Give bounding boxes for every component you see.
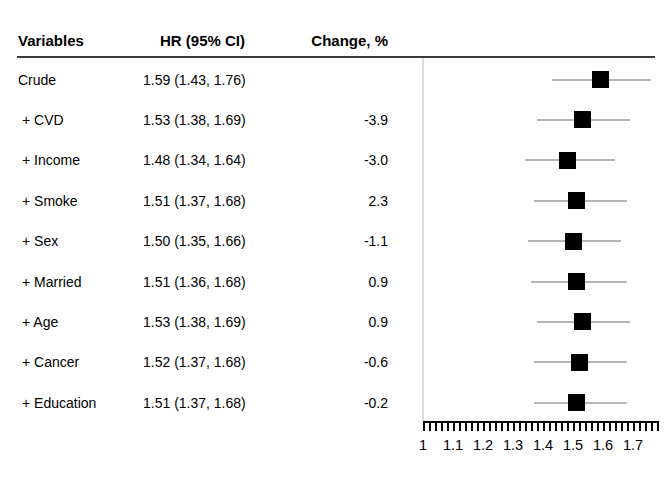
row-hr-ci-value: 1.50 (1.35, 1.66) xyxy=(143,233,246,249)
x-axis-tick xyxy=(573,421,575,431)
x-axis-tick xyxy=(639,421,641,431)
x-axis-tick xyxy=(465,421,467,431)
row-hr-ci-value: 1.52 (1.37, 1.68) xyxy=(143,354,246,370)
x-axis-tick xyxy=(447,421,449,431)
x-axis-tick xyxy=(645,421,647,431)
row-label: + CVD xyxy=(22,112,64,128)
x-axis-tick xyxy=(501,421,503,431)
x-axis-tick xyxy=(555,421,557,431)
x-axis-tick xyxy=(507,421,509,431)
hr-point-marker xyxy=(592,71,609,88)
row-label: + Married xyxy=(22,274,82,290)
x-axis-tick xyxy=(549,421,551,431)
x-axis-tick xyxy=(513,421,515,431)
x-axis-tick xyxy=(543,421,545,431)
x-axis-tick xyxy=(495,421,497,431)
hr-point-marker xyxy=(568,394,585,411)
header-rule xyxy=(17,56,655,58)
hr-point-marker xyxy=(571,354,588,371)
x-axis-tick xyxy=(519,421,521,431)
row-hr-ci-value: 1.51 (1.37, 1.68) xyxy=(143,395,246,411)
x-axis-tick xyxy=(621,421,623,431)
x-axis-tick xyxy=(435,421,437,431)
x-axis-tick xyxy=(591,421,593,431)
hr-point-marker xyxy=(565,233,582,250)
column-header-change-pct: Change, % xyxy=(288,32,388,49)
row-change-value: -1.1 xyxy=(288,233,388,249)
x-axis-tick xyxy=(651,421,653,431)
row-label: + Income xyxy=(22,152,80,168)
x-axis-tick xyxy=(633,421,635,431)
row-label: + Age xyxy=(22,314,58,330)
x-axis-tick xyxy=(483,421,485,431)
x-axis-tick xyxy=(597,421,599,431)
row-change-value: 0.9 xyxy=(288,314,388,330)
row-label: Crude xyxy=(18,72,56,88)
row-hr-ci-value: 1.51 (1.37, 1.68) xyxy=(143,193,246,209)
column-header-hr-ci: HR (95% CI) xyxy=(160,32,245,49)
x-axis-tick xyxy=(609,421,611,431)
row-hr-ci-value: 1.51 (1.36, 1.68) xyxy=(143,274,246,290)
x-axis-tick xyxy=(561,421,563,431)
row-hr-ci-value: 1.48 (1.34, 1.64) xyxy=(143,152,246,168)
x-axis-tick xyxy=(603,421,605,431)
reference-line-hr1 xyxy=(422,58,424,421)
hr-point-marker xyxy=(559,152,576,169)
row-label: + Sex xyxy=(22,233,58,249)
column-header-variables: Variables xyxy=(18,32,84,49)
row-change-value: 0.9 xyxy=(288,274,388,290)
row-hr-ci-value: 1.59 (1.43, 1.76) xyxy=(143,72,246,88)
row-label: + Cancer xyxy=(22,354,79,370)
row-change-value: -0.2 xyxy=(288,395,388,411)
x-axis-tick xyxy=(453,421,455,431)
x-axis-tick xyxy=(423,421,425,431)
row-change-value: -3.9 xyxy=(288,112,388,128)
row-label: + Smoke xyxy=(22,193,78,209)
x-axis-tick xyxy=(537,421,539,431)
x-axis-tick xyxy=(441,421,443,431)
x-axis-tick xyxy=(579,421,581,431)
x-axis-tick xyxy=(477,421,479,431)
row-hr-ci-value: 1.53 (1.38, 1.69) xyxy=(143,314,246,330)
x-axis-tick xyxy=(459,421,461,431)
x-axis-tick xyxy=(657,421,659,431)
row-change-value: -3.0 xyxy=(288,152,388,168)
x-axis-tick xyxy=(531,421,533,431)
hr-point-marker xyxy=(574,111,591,128)
row-change-value: -0.6 xyxy=(288,354,388,370)
x-axis-tick xyxy=(615,421,617,431)
x-axis-tick xyxy=(627,421,629,431)
x-axis-tick xyxy=(525,421,527,431)
x-axis-tick xyxy=(471,421,473,431)
x-axis-tick xyxy=(585,421,587,431)
hr-point-marker xyxy=(568,273,585,290)
x-axis-tick xyxy=(429,421,431,431)
x-axis-tick-label: 1.7 xyxy=(613,437,653,453)
forest-plot-figure: Variables HR (95% CI) Change, % Crude 1.5… xyxy=(0,0,672,480)
row-label: + Education xyxy=(22,395,96,411)
row-change-value: 2.3 xyxy=(288,193,388,209)
row-hr-ci-value: 1.53 (1.38, 1.69) xyxy=(143,112,246,128)
x-axis-tick xyxy=(489,421,491,431)
hr-point-marker xyxy=(574,313,591,330)
hr-point-marker xyxy=(568,192,585,209)
x-axis-tick xyxy=(567,421,569,431)
